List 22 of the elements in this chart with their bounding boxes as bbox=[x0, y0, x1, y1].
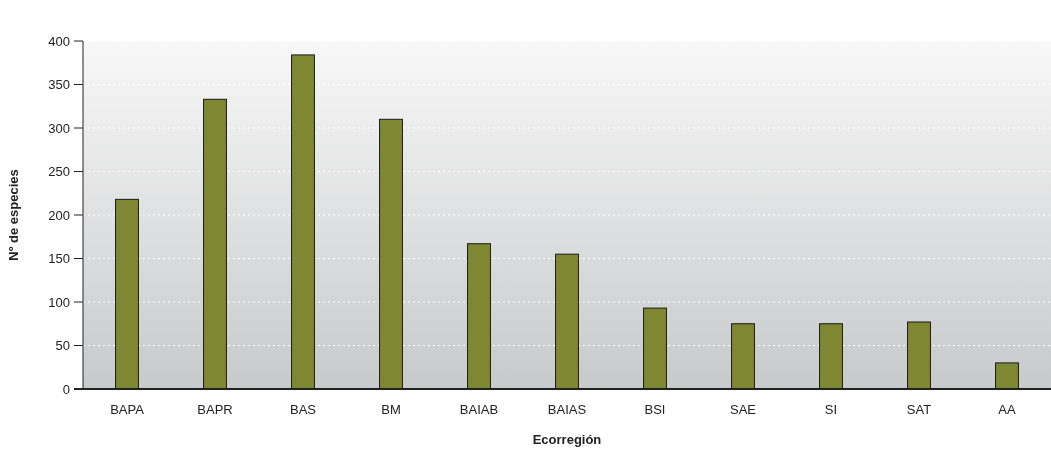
x-tick-label: SAE bbox=[729, 402, 757, 417]
y-tick-label: 100 bbox=[48, 294, 70, 310]
x-tick-label: BAPA bbox=[110, 402, 145, 417]
x-tick-label: SI bbox=[824, 402, 838, 417]
y-tick-label: 250 bbox=[48, 164, 70, 180]
x-axis-title: Ecorregión bbox=[532, 432, 602, 447]
x-tick-label: BAPR bbox=[197, 402, 233, 417]
x-tick-label: BSI bbox=[644, 402, 666, 417]
x-tick-label: BM bbox=[381, 402, 401, 417]
x-tick-label: SAT bbox=[906, 402, 932, 417]
x-tick-label: AA bbox=[998, 402, 1016, 417]
y-tick-label: 50 bbox=[55, 338, 70, 354]
y-tick-label: 400 bbox=[48, 33, 70, 49]
x-tick-label: BAS bbox=[289, 402, 317, 417]
y-tick-label: 0 bbox=[62, 381, 70, 397]
x-tick-label: BAIAS bbox=[547, 402, 587, 417]
y-tick-label: 300 bbox=[48, 120, 70, 136]
y-tick-label: 350 bbox=[48, 77, 70, 93]
y-tick-label: 200 bbox=[48, 207, 70, 223]
y-axis-title: Nº de especies bbox=[6, 169, 21, 261]
y-tick-label: 150 bbox=[48, 251, 70, 267]
x-tick-label: BAIAB bbox=[459, 402, 499, 417]
